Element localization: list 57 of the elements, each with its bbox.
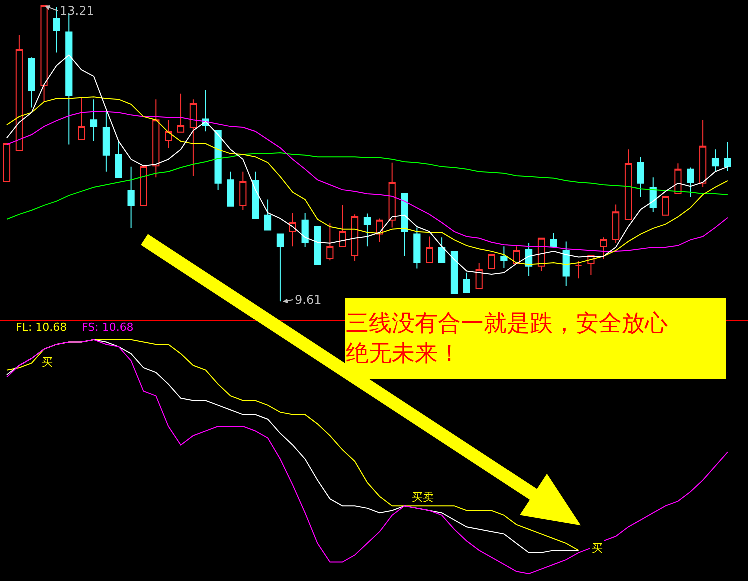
candlestick bbox=[314, 226, 322, 266]
candlestick bbox=[364, 213, 372, 248]
candlestick bbox=[662, 196, 670, 216]
candlestick bbox=[165, 120, 172, 149]
candlestick bbox=[612, 204, 620, 244]
candlestick bbox=[674, 163, 682, 195]
candlestick bbox=[240, 171, 247, 211]
candlestick bbox=[414, 227, 421, 270]
candlestick bbox=[500, 246, 508, 268]
candlestick bbox=[140, 166, 148, 206]
candlestick bbox=[302, 212, 309, 248]
candlestick bbox=[252, 171, 260, 220]
candlestick bbox=[401, 194, 408, 257]
text: FS: 10.68 bbox=[82, 321, 134, 334]
candlestick bbox=[575, 260, 582, 280]
candlestick bbox=[339, 205, 346, 248]
candlestick bbox=[28, 57, 36, 108]
candlestick bbox=[550, 232, 558, 248]
candlestick bbox=[687, 167, 694, 198]
annotation: 9.61 bbox=[295, 293, 322, 307]
candlestick bbox=[724, 142, 732, 172]
candlestick bbox=[438, 237, 446, 264]
candlestick bbox=[115, 142, 122, 178]
candlestick bbox=[177, 93, 185, 133]
candlestick bbox=[476, 262, 483, 290]
candlestick bbox=[600, 237, 608, 260]
candlestick bbox=[463, 272, 470, 294]
annotation: 买 bbox=[592, 542, 603, 555]
candlestick bbox=[624, 149, 632, 220]
candlestick bbox=[190, 99, 197, 176]
annotation: 买卖 bbox=[412, 491, 434, 504]
candlestick bbox=[712, 149, 720, 172]
candlestick bbox=[351, 214, 359, 262]
text: FL: 10.68 bbox=[16, 321, 68, 334]
candlestick bbox=[102, 111, 110, 172]
candlestick bbox=[637, 156, 644, 198]
annotation: 13.21 bbox=[60, 4, 94, 18]
candlestick bbox=[562, 241, 570, 287]
candlestick bbox=[450, 251, 458, 295]
candlestick bbox=[152, 99, 160, 178]
candlestick bbox=[128, 166, 135, 230]
candlestick bbox=[289, 212, 296, 248]
candlestick bbox=[264, 199, 272, 231]
candlestick bbox=[227, 171, 234, 207]
candlestick bbox=[3, 143, 11, 182]
candlestick bbox=[90, 99, 98, 142]
candlestick bbox=[388, 162, 396, 228]
annotation: 买 bbox=[42, 356, 53, 369]
candlestick bbox=[16, 34, 23, 151]
candlestick bbox=[214, 130, 222, 190]
candlestick bbox=[488, 254, 496, 270]
candlestick bbox=[426, 236, 434, 264]
candlestick bbox=[326, 223, 334, 262]
candlestick bbox=[53, 7, 60, 54]
candlestick bbox=[78, 96, 86, 140]
annotation: 三线没有合一就是跌，安全放心绝无未来！ bbox=[346, 311, 668, 367]
candlestick bbox=[700, 120, 707, 188]
